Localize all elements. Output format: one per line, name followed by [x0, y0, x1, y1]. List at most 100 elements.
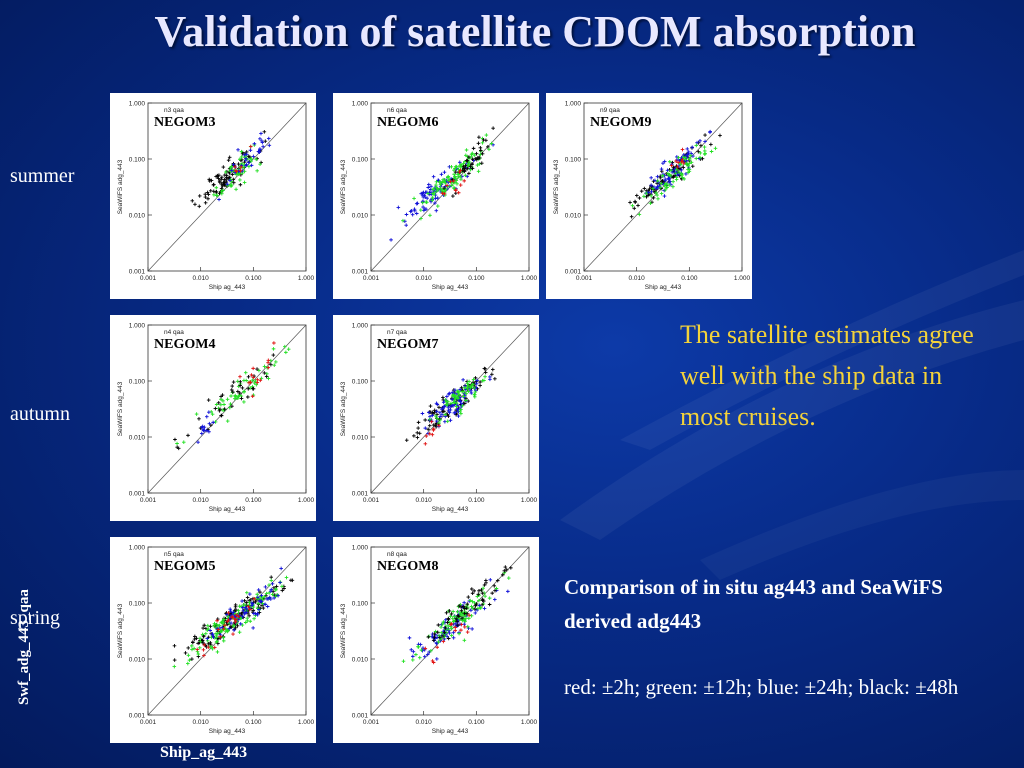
scatter-point [215, 622, 219, 627]
plot-frame [583, 102, 743, 272]
scatter-point [238, 383, 242, 388]
scatter-point [200, 632, 205, 637]
scatter-point [197, 416, 201, 421]
y-axis-title: SeaWiFS adg_443 [340, 381, 347, 436]
scatter-point [227, 626, 232, 631]
scatter-point [194, 412, 199, 416]
y-tick-label: 0.001 [129, 491, 146, 498]
y-tick-label: 0.100 [352, 157, 369, 164]
x-tick-label: 0.100 [245, 497, 262, 504]
scatter-plot-negom3: 0.001 0.010 0.100 1.000 0.001 0.010 0.100 1.000… [110, 93, 316, 299]
scatter-point [662, 194, 667, 198]
scatter-point [272, 596, 276, 600]
scatter-point [472, 386, 476, 390]
scatter-point [206, 623, 210, 628]
scatter-point [477, 135, 481, 139]
scatter-point [236, 389, 240, 394]
scatter-point [422, 654, 427, 659]
scatter-point [244, 152, 249, 157]
plot-frame [147, 102, 307, 272]
scatter-point [423, 418, 427, 422]
scatter-point [197, 194, 202, 198]
scatter-point [477, 162, 482, 166]
scatter-point [449, 183, 454, 188]
scatter-point [290, 578, 295, 583]
scatter-point [283, 344, 287, 349]
scatter-point [221, 188, 225, 193]
scatter-point [463, 173, 468, 178]
scatter-point [659, 191, 664, 196]
scatter-point [403, 219, 407, 224]
scatter-point [231, 632, 235, 636]
scatter-point [440, 622, 445, 626]
color-legend-text: red: ±2h; green: ±12h; blue: ±24h; black… [564, 675, 959, 699]
scatter-point [221, 165, 226, 169]
scatter-point [509, 566, 513, 570]
scatter-point [228, 609, 233, 614]
scatter-point [413, 209, 417, 213]
scatter-point [269, 362, 273, 367]
scatter-point [435, 189, 439, 193]
y-tick-label: 0.100 [352, 379, 369, 386]
scatter-point [649, 176, 653, 180]
scatter-point [456, 174, 460, 179]
scatter-point [446, 636, 451, 641]
scatter-point [255, 367, 259, 371]
scatter-point [441, 620, 446, 624]
scatter-point [469, 604, 474, 609]
scatter-point [211, 420, 215, 425]
scatter-point [449, 626, 454, 631]
scatter-point [454, 617, 458, 621]
scatter-point [190, 644, 194, 648]
scatter-point [205, 639, 210, 643]
scatter-point [453, 170, 458, 174]
scatter-point [207, 421, 212, 426]
scatter-point [255, 169, 259, 173]
scatter-point [454, 404, 459, 409]
scatter-point [221, 620, 225, 625]
y-tick-label: 1.000 [129, 101, 146, 108]
plot-subtitle: n9 qaa [600, 107, 620, 114]
x-axis-title: Ship ag_443 [209, 506, 246, 513]
x-tick-label: 0.001 [363, 719, 380, 726]
scatter-point [696, 149, 701, 154]
scatter-point [218, 634, 223, 639]
scatter-point [449, 401, 453, 406]
x-tick-label: 0.001 [140, 497, 157, 504]
scatter-point [250, 386, 255, 391]
scatter-point [421, 205, 425, 209]
scatter-point [263, 585, 268, 589]
scatter-point [654, 191, 658, 195]
scatter-point [229, 388, 234, 392]
scatter-point [456, 414, 461, 418]
scatter-point [237, 630, 242, 634]
scatter-point [470, 627, 474, 631]
scatter-point [445, 620, 450, 625]
scatter-point [438, 414, 442, 419]
scatter-point [172, 644, 177, 648]
scatter-point [679, 171, 684, 176]
scatter-point [227, 155, 232, 160]
scatter-point [473, 611, 478, 615]
scatter-point [252, 616, 256, 621]
scatter-point [480, 140, 485, 145]
series-red [423, 613, 471, 665]
scatter-point [445, 183, 449, 188]
y-tick-label: 0.001 [352, 713, 369, 720]
scatter-point [251, 375, 256, 380]
scatter-point [228, 405, 232, 410]
scatter-point [687, 156, 692, 161]
scatter-point [232, 617, 237, 621]
scatter-point [455, 181, 459, 186]
scatter-point [269, 575, 273, 579]
scatter-point [404, 212, 409, 217]
x-tick-label: 0.001 [363, 497, 380, 504]
scatter-point [459, 605, 463, 609]
scatter-point [252, 596, 257, 601]
scatter-point [459, 608, 464, 613]
scatter-point [231, 162, 236, 167]
scatter-point [666, 171, 670, 176]
comparison-title: Comparison of in situ ag443 and SeaWiFS … [564, 575, 943, 633]
scatter-point [412, 434, 416, 438]
conclusion-text: The satellite estimates agree well with … [680, 320, 974, 431]
